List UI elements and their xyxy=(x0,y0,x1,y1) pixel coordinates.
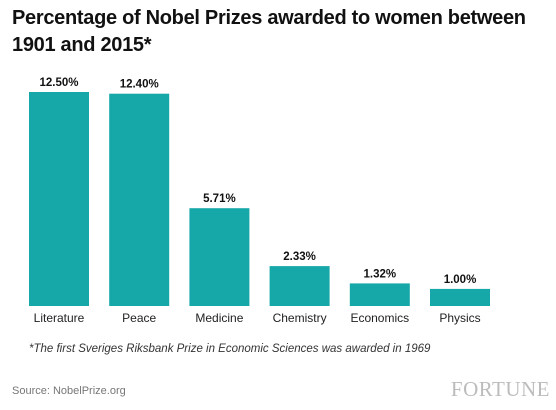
chart-title: Percentage of Nobel Prizes awarded to wo… xyxy=(12,7,526,56)
category-label-peace: Peace xyxy=(122,311,156,325)
category-labels-group: Literature Peace Medicine Chemistry Economic… xyxy=(34,311,481,325)
value-label-literature: 12.50% xyxy=(39,77,78,89)
footnote: *The first Sveriges Riksbank Prize in Ec… xyxy=(29,343,431,355)
source-note: Source: NobelPrize.org xyxy=(12,385,126,397)
brand-logo: FORTUNE xyxy=(450,377,550,401)
bar-economics xyxy=(349,283,410,306)
category-label-economics: Economics xyxy=(350,311,409,325)
bars-group xyxy=(29,92,490,306)
category-label-literature: Literature xyxy=(34,311,85,325)
value-label-physics: 1.00% xyxy=(444,274,477,286)
value-label-medicine: 5.71% xyxy=(203,193,236,205)
category-label-chemistry: Chemistry xyxy=(273,311,327,325)
bar-peace xyxy=(109,93,170,306)
value-label-chemistry: 2.33% xyxy=(283,251,316,263)
bar-physics xyxy=(430,288,490,306)
bar-literature xyxy=(29,92,89,306)
category-label-medicine: Medicine xyxy=(195,311,243,325)
value-labels-group: 12.50% 12.40% 5.71% 2.33% 1.32% 1.00% xyxy=(39,77,476,286)
value-label-peace: 12.40% xyxy=(120,79,159,91)
category-label-physics: Physics xyxy=(439,311,480,325)
bar-medicine xyxy=(189,208,250,306)
value-label-economics: 1.32% xyxy=(363,268,396,280)
bar-chemistry xyxy=(269,266,330,306)
